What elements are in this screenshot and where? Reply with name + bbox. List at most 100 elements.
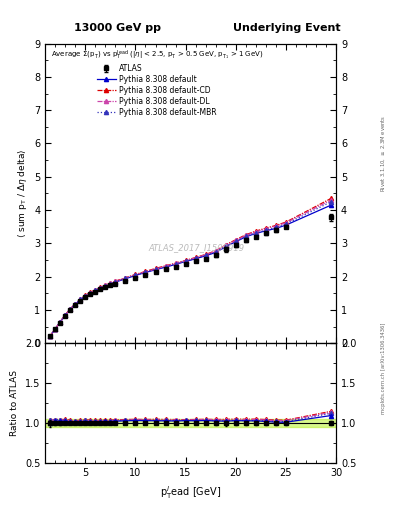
Pythia 8.308 default-CD (83, 292, 88, 298)
Legend: ATLAS, Pythia 8.308 default, Pythia 8.308 default-CD, Pythia 8.308 default-DL, P: ATLAS, Pythia 8.308 default, Pythia 8.30… (49, 47, 264, 118)
Pythia 8.308 default-MBR (329, 199, 333, 205)
Pythia 8.308 default (143, 269, 148, 275)
Text: Rivet 3.1.10, $\geq$ 2.3M events: Rivet 3.1.10, $\geq$ 2.3M events (379, 115, 387, 192)
Pythia 8.308 default-DL (78, 296, 83, 303)
Pythia 8.308 default-MBR (88, 290, 93, 296)
Pythia 8.308 default-DL (163, 263, 168, 269)
Pythia 8.308 default-CD (48, 333, 53, 339)
Pythia 8.308 default-CD (103, 282, 108, 288)
Pythia 8.308 default-MBR (213, 249, 218, 255)
Pythia 8.308 default-MBR (68, 306, 73, 312)
Pythia 8.308 default-MBR (113, 279, 118, 285)
Text: Underlying Event: Underlying Event (233, 23, 341, 33)
Pythia 8.308 default (283, 222, 288, 228)
Pythia 8.308 default-CD (98, 284, 103, 290)
Pythia 8.308 default-CD (93, 287, 98, 293)
Pythia 8.308 default (113, 279, 118, 285)
Pythia 8.308 default-CD (53, 326, 58, 332)
Pythia 8.308 default-DL (103, 282, 108, 288)
Pythia 8.308 default (329, 202, 333, 208)
Pythia 8.308 default-DL (183, 258, 188, 264)
Pythia 8.308 default-CD (68, 306, 73, 312)
Pythia 8.308 default-CD (78, 296, 83, 302)
Pythia 8.308 default-MBR (58, 318, 62, 325)
Pythia 8.308 default-MBR (108, 281, 113, 287)
Pythia 8.308 default-MBR (133, 272, 138, 278)
Pythia 8.308 default (213, 249, 218, 255)
Pythia 8.308 default (233, 239, 238, 245)
Pythia 8.308 default (133, 272, 138, 279)
Pythia 8.308 default-MBR (78, 296, 83, 303)
Pythia 8.308 default-CD (329, 196, 333, 202)
Pythia 8.308 default-CD (113, 278, 118, 284)
Pythia 8.308 default-DL (233, 238, 238, 244)
Pythia 8.308 default-MBR (243, 233, 248, 240)
Pythia 8.308 default-MBR (123, 275, 128, 282)
Pythia 8.308 default-MBR (193, 255, 198, 262)
Pythia 8.308 default-DL (213, 248, 218, 254)
Pythia 8.308 default-DL (283, 220, 288, 226)
Pythia 8.308 default-DL (113, 279, 118, 285)
Pythia 8.308 default (98, 285, 103, 291)
Line: Pythia 8.308 default-MBR: Pythia 8.308 default-MBR (48, 200, 333, 338)
Pythia 8.308 default (153, 267, 158, 273)
Pythia 8.308 default (53, 326, 58, 332)
Line: Pythia 8.308 default: Pythia 8.308 default (48, 203, 333, 338)
Pythia 8.308 default-CD (73, 301, 78, 307)
Pythia 8.308 default (223, 244, 228, 250)
Pythia 8.308 default-MBR (73, 301, 78, 307)
Pythia 8.308 default-DL (143, 269, 148, 275)
Pythia 8.308 default (78, 297, 83, 303)
Pythia 8.308 default (83, 293, 88, 300)
Pythia 8.308 default-CD (203, 251, 208, 258)
Pythia 8.308 default-CD (223, 242, 228, 248)
Pythia 8.308 default-DL (68, 306, 73, 312)
Pythia 8.308 default-CD (63, 312, 68, 318)
Pythia 8.308 default-DL (173, 261, 178, 267)
Pythia 8.308 default (253, 230, 258, 237)
Text: ATLAS_2017_I1509919: ATLAS_2017_I1509919 (149, 243, 244, 252)
Pythia 8.308 default-MBR (48, 333, 53, 339)
Pythia 8.308 default-MBR (173, 261, 178, 267)
Pythia 8.308 default-DL (73, 301, 78, 307)
Pythia 8.308 default-CD (183, 258, 188, 264)
Pythia 8.308 default-MBR (283, 221, 288, 227)
Pythia 8.308 default-CD (243, 232, 248, 238)
Pythia 8.308 default (203, 253, 208, 259)
Pythia 8.308 default-MBR (63, 312, 68, 318)
Pythia 8.308 default-DL (243, 232, 248, 239)
Pythia 8.308 default-DL (53, 326, 58, 332)
Pythia 8.308 default-CD (108, 280, 113, 286)
Pythia 8.308 default (163, 264, 168, 270)
Pythia 8.308 default-CD (133, 271, 138, 278)
Pythia 8.308 default-DL (263, 226, 268, 232)
Pythia 8.308 default-CD (253, 228, 258, 234)
Pythia 8.308 default-DL (203, 252, 208, 258)
Pythia 8.308 default (48, 333, 53, 339)
Pythia 8.308 default-CD (274, 222, 278, 228)
Line: Pythia 8.308 default-CD: Pythia 8.308 default-CD (48, 197, 333, 338)
Pythia 8.308 default-MBR (93, 287, 98, 293)
Pythia 8.308 default-CD (263, 225, 268, 231)
Pythia 8.308 default-MBR (153, 266, 158, 272)
Pythia 8.308 default-MBR (53, 326, 58, 332)
Pythia 8.308 default-CD (123, 275, 128, 281)
Pythia 8.308 default-MBR (98, 285, 103, 291)
Pythia 8.308 default-DL (329, 197, 333, 203)
Pythia 8.308 default-MBR (223, 243, 228, 249)
Pythia 8.308 default-DL (83, 293, 88, 299)
Pythia 8.308 default-MBR (183, 258, 188, 264)
Pythia 8.308 default (263, 228, 268, 234)
Pythia 8.308 default-DL (133, 272, 138, 278)
Pythia 8.308 default-CD (88, 289, 93, 295)
Pythia 8.308 default-DL (153, 266, 158, 272)
Pythia 8.308 default (88, 290, 93, 296)
Pythia 8.308 default-MBR (103, 283, 108, 289)
Pythia 8.308 default-DL (193, 254, 198, 261)
Pythia 8.308 default-DL (108, 281, 113, 287)
Bar (45, 419, 336, 428)
Pythia 8.308 default-CD (58, 318, 62, 325)
Pythia 8.308 default-MBR (274, 224, 278, 230)
Pythia 8.308 default (68, 306, 73, 312)
Pythia 8.308 default-DL (63, 312, 68, 318)
